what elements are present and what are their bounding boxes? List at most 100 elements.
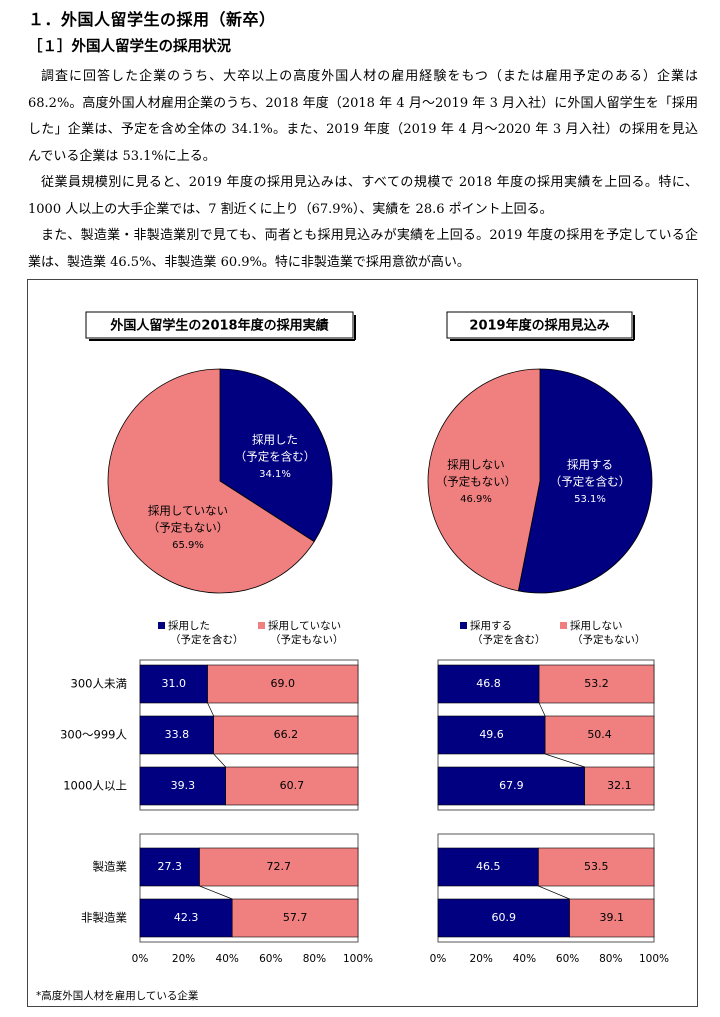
bars-2019-bar-segment [584,766,655,806]
bars-2019-tick-label: 100% [639,953,669,965]
paragraph-text: 調査に回答した企業のうち、大卒以上の高度外国人材の雇用経験をもつ（または雇用予定… [28,69,698,164]
bars-2019-data-label: 49.6 [479,728,504,741]
bars-2018-bar-segment [139,898,233,938]
bars-2019-data-label: 60.9 [492,911,517,924]
bars-2019-data-label: 46.8 [476,677,501,690]
pie-2018-title: 外国人留学生の2018年度の採用実績 [109,318,328,334]
paragraph-3: また、製造業・非製造業別で見ても、両者とも採用見込みが実績を上回る。2019 年… [28,223,698,276]
bars-2019-tick-label: 60% [556,953,579,965]
legend-2018-swatch-1 [258,622,265,629]
paragraph-text: また、製造業・非製造業別で見ても、両者とも採用見込みが実績を上回る。2019 年… [28,228,698,270]
category-label: 1000人以上 [63,779,127,793]
legend-2019-label: 採用しない [570,619,623,632]
bars-2018-tick-label: 60% [259,953,282,965]
bars-2019-bar-segment [569,898,655,938]
bars-2018-tick-label: 0% [132,953,149,965]
bars-2019-data-label: 39.1 [600,911,625,924]
paragraph-1: 調査に回答した企業のうち、大卒以上の高度外国人材の雇用経験をもつ（または雇用予定… [28,64,698,170]
bars-2018-data-label: 33.8 [165,728,190,741]
legend-2019-label: （予定を含む） [472,633,546,646]
legend-2019-label: 採用する [470,619,512,632]
bars-2019-series-line [545,753,585,768]
pie-2018-slice-value: 34.1% [259,469,291,480]
pie-2018-slice-label: 採用した [252,433,298,447]
paragraph-2: 従業員規模別に見ると、2019 年度の採用見込みは、すべての規模で 2018 年… [28,170,698,223]
bars-2018-tick-label: 40% [216,953,239,965]
legend-2019-label: （予定もない） [572,633,646,646]
bars-2018-data-label: 42.3 [174,911,199,924]
pie-2018-slice-1 [107,368,315,594]
bars-2019-tick-label: 80% [599,953,622,965]
bars-2018-bar-segment [199,847,359,887]
bars-2018-bar-segment [139,664,208,704]
bars-2019-bar-segment [437,847,539,887]
bars-2019-data-label: 32.1 [607,779,632,792]
pie-2019-slice-label: 採用しない [447,458,505,472]
bars-2019-series-line [538,885,570,900]
paragraph-text: 従業員規模別に見ると、2019 年度の採用見込みは、すべての規模で 2018 年… [28,175,698,217]
pie-2018-slice-label: （予定もない） [148,521,229,535]
bars-2018-tick-label: 100% [343,953,373,965]
bars-2019-tick-label: 20% [470,953,493,965]
pie-2019-slice-0 [517,368,653,594]
legend-2018-label: 採用した [168,619,210,632]
bars-2018-data-label: 31.0 [162,677,187,690]
bars-2019-bar-segment [538,664,655,704]
bars-2019-data-label: 67.9 [499,779,524,792]
pie-2018-slice-label: 採用していない [148,504,228,518]
bars-2019-data-label: 50.4 [587,728,612,741]
pie-2019-slice-label: （予定もない） [436,475,517,489]
bars-2019-tick-label: 40% [513,953,536,965]
pie-2019-title-box [446,311,633,339]
pie-2019-slice-1 [427,368,541,592]
pie-2018-slice-label: （予定を含む） [235,450,316,464]
bars-2019-bar-segment [437,898,570,938]
category-label: 300人未満 [71,677,127,691]
pie-2018-slice-0 [219,368,333,543]
bars-2018-series-line [207,702,215,717]
bars-2018-bar-segment [139,847,200,887]
bars-2018-data-label: 72.7 [267,860,292,873]
pie-2018-title-box [85,311,354,339]
bars-2018-bar-segment [225,766,359,806]
bars-2019-data-label: 53.2 [584,677,609,690]
category-label: 300～999人 [60,728,127,742]
bars-2019-bar-segment [437,664,540,704]
legend-2018-label: （予定を含む） [170,633,244,646]
category-label: 非製造業 [81,911,127,925]
bars-2018-data-label: 69.0 [271,677,296,690]
bars-2018-data-label: 57.7 [283,911,308,924]
bars-2018-data-label: 39.3 [171,779,196,792]
bars-2018-bar-segment [231,898,359,938]
bars-2018-tick-label: 80% [303,953,326,965]
bars-2018-data-label: 60.7 [280,779,305,792]
bars-2019-data-label: 46.5 [476,860,501,873]
bars-2019-bar-segment [538,847,655,887]
bars-2018-bar-segment [213,715,359,755]
legend-2019-swatch-0 [460,622,467,629]
pie-2019-slice-value: 53.1% [574,494,606,505]
pie-2019-slice-label: （予定を含む） [550,475,631,489]
bars-2019-data-label: 53.5 [584,860,609,873]
legend-2019-swatch-1 [560,622,567,629]
pie-2018-slice-value: 65.9% [172,540,204,551]
pie-2019-slice-label: 採用する [567,458,613,472]
bars-2019-series-line [538,702,546,717]
bars-2018-data-label: 66.2 [274,728,299,741]
bars-2018-bar-segment [207,664,359,704]
pie-2019-title: 2019年度の採用見込み [469,318,609,334]
bars-2018-data-label: 27.3 [158,860,183,873]
bars-2018-bar-segment [139,715,214,755]
figure-frame [27,279,698,1007]
bars-2018-series-line [199,885,233,900]
bars-2019-bar-segment [437,715,546,755]
legend-2018-label: 採用していない [268,619,341,632]
legend-2018-label: （予定もない） [270,633,344,646]
bars-2019-tick-label: 0% [430,953,447,965]
legend-2018-swatch-0 [158,622,165,629]
category-label: 製造業 [93,860,128,874]
footnote: *高度外国人材を雇用している企業 [36,990,199,1002]
bars-2019-bar-segment [544,715,655,755]
bars-2018-tick-label: 20% [172,953,195,965]
